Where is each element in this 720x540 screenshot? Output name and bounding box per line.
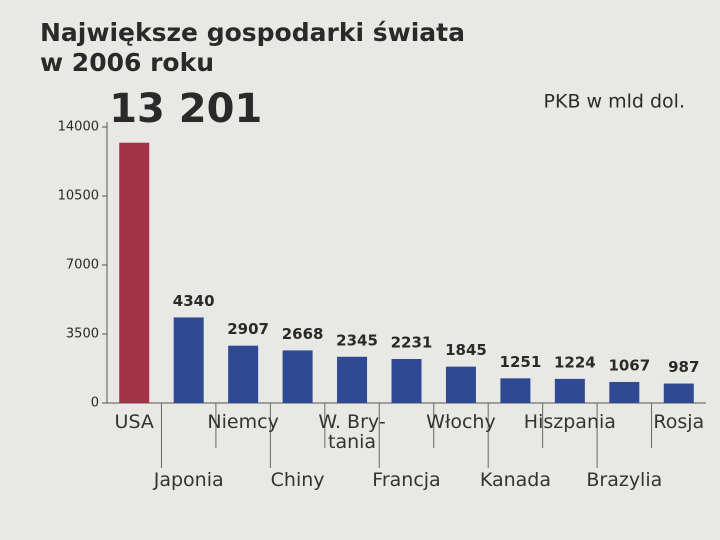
value-label: 1845	[445, 341, 487, 359]
bar	[337, 356, 368, 403]
value-label: 987	[668, 358, 699, 376]
value-label: 1067	[608, 356, 650, 374]
bar	[173, 317, 204, 403]
bar	[391, 359, 422, 403]
x-tick-label: Rosja	[653, 411, 705, 433]
value-label: 2907	[227, 320, 269, 338]
x-tick-label: Hiszpania	[523, 411, 616, 433]
x-tick-label: W. Bry- tania	[318, 411, 386, 453]
x-tick-label: Brazylia	[586, 469, 663, 491]
bar	[500, 378, 531, 403]
y-tick-label: 14000	[58, 120, 99, 135]
x-tick-label: Francja	[372, 469, 441, 491]
value-label: 1251	[500, 353, 542, 371]
value-label: 13 201	[109, 86, 262, 132]
bar	[663, 383, 694, 403]
bar	[445, 366, 476, 403]
x-tick-label: USA	[114, 411, 154, 433]
x-tick-label: Niemcy	[207, 411, 279, 433]
bar	[119, 142, 150, 403]
value-label: 2668	[282, 325, 324, 343]
value-label: 2231	[391, 334, 433, 352]
unit-note: PKB w mld dol.	[544, 91, 685, 113]
y-tick-label: 7000	[66, 258, 99, 273]
chart-title: w 2006 roku	[40, 48, 214, 77]
value-label: 2345	[336, 331, 378, 349]
bar	[554, 378, 585, 403]
bar	[228, 345, 259, 403]
y-tick-label: 0	[91, 396, 99, 411]
y-tick-label: 3500	[66, 327, 99, 342]
y-tick-label: 10500	[58, 189, 99, 204]
value-label: 1224	[554, 353, 596, 371]
x-tick-label: Kanada	[479, 469, 551, 491]
bar	[609, 381, 640, 403]
x-tick-label: Japonia	[153, 469, 224, 491]
x-tick-label: Włochy	[426, 411, 496, 433]
value-label: 4340	[173, 292, 215, 310]
bar	[282, 350, 313, 403]
x-tick-label: Chiny	[270, 469, 325, 491]
chart-title: Największe gospodarki świata	[40, 18, 465, 47]
